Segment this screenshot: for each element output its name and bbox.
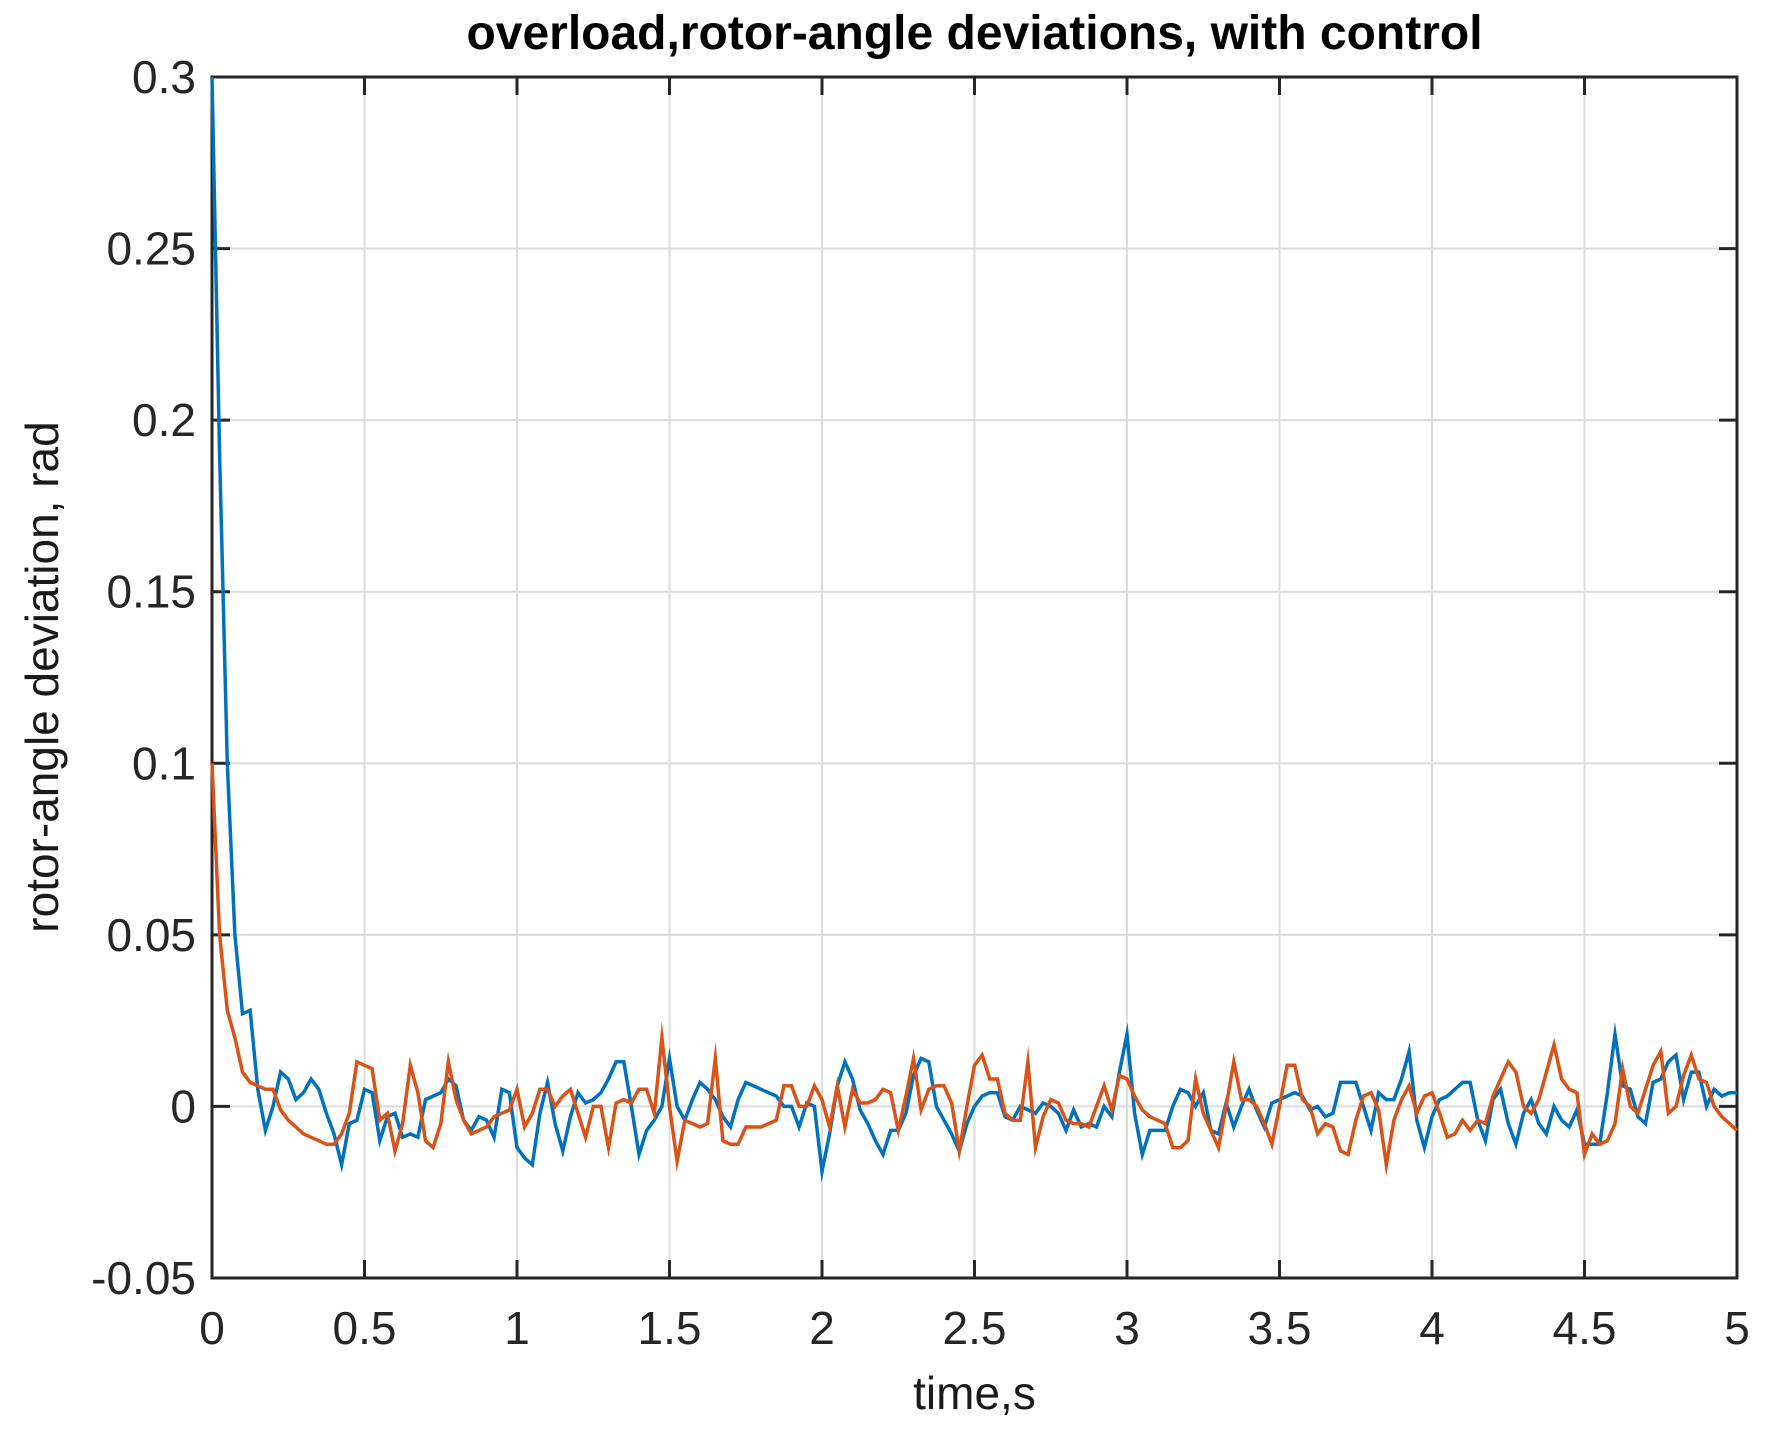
- x-tick-label: 1.5: [638, 1302, 702, 1354]
- y-axis-label: rotor-angle deviation, rad: [16, 421, 68, 933]
- x-tick-label: 2.5: [943, 1302, 1007, 1354]
- x-tick-label: 5: [1724, 1302, 1750, 1354]
- x-tick-label: 3: [1114, 1302, 1140, 1354]
- x-tick-label: 4: [1419, 1302, 1445, 1354]
- data-series: [210, 76, 1739, 1183]
- x-tick-label: 0.5: [333, 1302, 397, 1354]
- grid-lines: [211, 76, 1738, 1279]
- x-tick-label: 0: [199, 1302, 225, 1354]
- y-tick-label: 0.05: [106, 909, 196, 961]
- series-line-2: [210, 763, 1739, 1177]
- y-tick-label: 0: [170, 1080, 196, 1132]
- y-tick-label: -0.05: [91, 1252, 196, 1304]
- tick-labels: 0 0.5 1 1.5 2 2.5 3 3.5 4 4.5 5-0.0500.050.10.150.…: [91, 51, 1750, 1354]
- y-tick-label: 0.25: [106, 223, 196, 275]
- x-tick-label: 4.5: [1553, 1302, 1617, 1354]
- y-tick-label: 0.2: [132, 394, 196, 446]
- y-tick-label: 0.15: [106, 566, 196, 618]
- y-tick-label: 0.3: [132, 51, 196, 103]
- x-tick-label: 1: [504, 1302, 530, 1354]
- y-tick-label: 0.1: [132, 737, 196, 789]
- chart-title: overload,rotor-angle deviations, with co…: [466, 7, 1483, 60]
- x-tick-label: 3.5: [1248, 1302, 1312, 1354]
- x-axis-label: time,s: [913, 1367, 1036, 1419]
- x-tick-label: 2: [809, 1302, 835, 1354]
